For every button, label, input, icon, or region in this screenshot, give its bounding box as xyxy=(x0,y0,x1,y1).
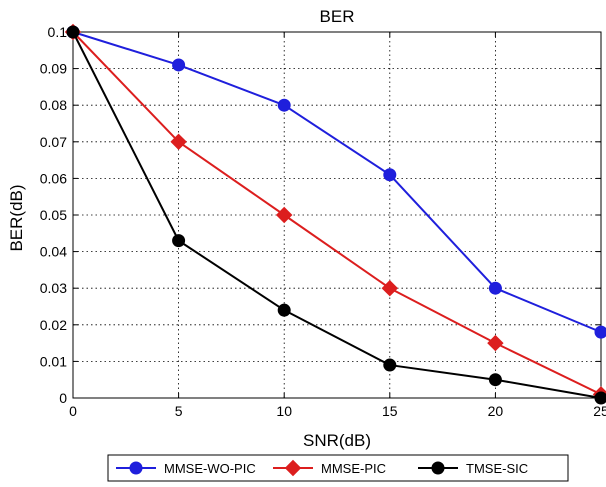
data-point xyxy=(383,168,397,182)
legend-box xyxy=(107,454,569,482)
legend-label: MMSE-WO-PIC xyxy=(164,461,256,476)
data-point xyxy=(381,279,399,297)
y-tick-label: 0.07 xyxy=(40,134,67,150)
chart-title: BER xyxy=(320,7,355,26)
series-mmse-pic xyxy=(64,23,606,403)
series-tmse-sic xyxy=(66,25,606,405)
x-axis-label: SNR(dB) xyxy=(303,431,371,450)
data-point xyxy=(172,58,186,72)
x-tick-label: 15 xyxy=(382,403,398,419)
data-point xyxy=(277,303,291,317)
data-point xyxy=(488,373,502,387)
y-tick-label: 0.09 xyxy=(40,61,67,77)
data-point xyxy=(594,325,606,339)
y-tick-label: 0.02 xyxy=(40,317,67,333)
series-layer xyxy=(64,23,606,405)
data-point xyxy=(275,206,293,224)
data-point xyxy=(172,234,186,248)
x-tick-label: 0 xyxy=(69,403,77,419)
series-line xyxy=(72,31,602,396)
grid xyxy=(73,32,601,398)
y-axis-label: BER(dB) xyxy=(7,184,26,251)
y-tick-label: 0 xyxy=(59,390,67,406)
y-tick-label: 0.05 xyxy=(40,207,67,223)
y-tick-label: 0.03 xyxy=(40,280,67,296)
y-tick-label: 0.01 xyxy=(40,353,67,369)
plot-area xyxy=(72,31,602,399)
y-tick-label: 0.08 xyxy=(40,97,67,113)
legend-entry: MMSE-PIC xyxy=(273,459,386,477)
data-point xyxy=(594,391,606,405)
legend: MMSE-WO-PIC MMSE-PIC TMSE-SIC xyxy=(107,454,569,482)
y-tick-label: 0.1 xyxy=(48,24,68,40)
legend-marker xyxy=(284,459,302,477)
axes: 0 5 10 15 20 25 0 0.01 0.02 0.03 0.04 0.05 0.06 0.07 0… xyxy=(40,24,606,419)
data-point xyxy=(488,281,502,295)
legend-entry: TMSE-SIC xyxy=(418,461,528,476)
data-point xyxy=(487,334,504,352)
legend-marker xyxy=(129,461,143,475)
legend-marker xyxy=(431,461,445,475)
x-tick-label: 20 xyxy=(488,403,504,419)
x-tick-label: 25 xyxy=(593,403,606,419)
x-tick-label: 10 xyxy=(276,403,292,419)
x-tick-label: 5 xyxy=(175,403,183,419)
series-line xyxy=(72,31,602,399)
series-line xyxy=(72,31,602,334)
y-tick-label: 0.06 xyxy=(40,170,67,186)
legend-entry: MMSE-WO-PIC xyxy=(116,461,256,476)
data-point xyxy=(66,25,80,39)
data-point xyxy=(383,358,397,372)
legend-label: TMSE-SIC xyxy=(466,461,528,476)
data-point xyxy=(170,133,187,151)
y-tick-label: 0.04 xyxy=(40,244,67,260)
legend-label: MMSE-PIC xyxy=(321,461,386,476)
data-point xyxy=(277,98,291,112)
